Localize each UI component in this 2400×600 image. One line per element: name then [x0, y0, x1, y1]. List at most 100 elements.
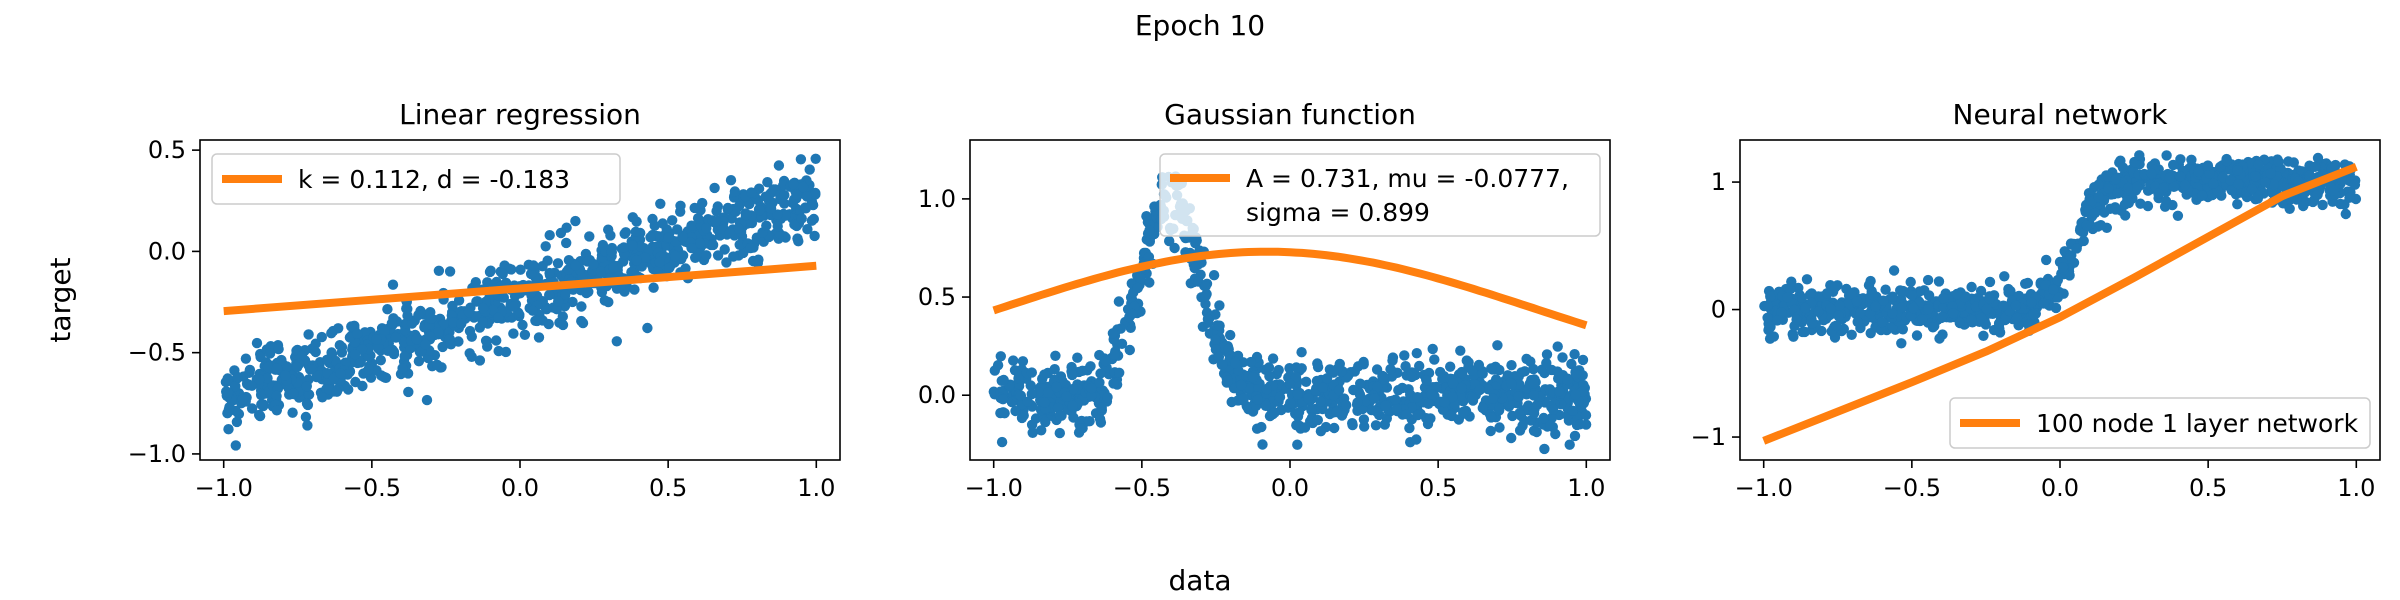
scatter-point — [1550, 428, 1561, 440]
scatter-point — [1306, 404, 1317, 416]
scatter-point — [721, 257, 732, 268]
scatter-point — [402, 303, 413, 315]
scatter-point — [2293, 176, 2304, 187]
scatter-point — [2250, 171, 2261, 182]
scatter-point — [664, 262, 675, 274]
scatter-point — [629, 284, 640, 295]
subplot-title: Gaussian function — [1164, 98, 1416, 131]
scatter-point — [1051, 381, 1062, 393]
scatter-point — [2309, 161, 2321, 172]
scatter-point — [1273, 364, 1284, 376]
scatter-point — [1936, 311, 1948, 323]
scatter-point — [1768, 331, 1779, 342]
scatter-point — [1108, 378, 1119, 389]
scatter-point — [1831, 320, 1842, 331]
scatter-point — [692, 213, 704, 224]
scatter-point — [1317, 382, 1328, 393]
scatter-point — [1107, 328, 1119, 339]
scatter-point — [1877, 316, 1888, 328]
scatter-point — [491, 335, 502, 346]
scatter-point — [1369, 393, 1380, 404]
scatter-point — [1321, 373, 1333, 384]
scatter-point — [1331, 406, 1342, 418]
scatter-point — [810, 153, 821, 164]
scatter-point — [1401, 409, 1412, 420]
scatter-point — [507, 301, 519, 312]
scatter-point — [2312, 189, 2323, 200]
scatter-point — [527, 305, 538, 316]
scatter-point — [655, 198, 666, 209]
scatter-point — [1285, 397, 1296, 409]
scatter-point — [246, 403, 258, 414]
scatter-point — [334, 340, 345, 351]
scatter-point — [1411, 434, 1422, 445]
scatter-point — [780, 210, 791, 221]
scatter-point — [1425, 413, 1436, 424]
scatter-point — [1025, 380, 1036, 391]
scatter-point — [1315, 426, 1327, 437]
scatter-point — [1911, 330, 1923, 341]
scatter-point — [2265, 168, 2276, 179]
scatter-point — [1256, 421, 1267, 433]
scatter-point — [2071, 243, 2082, 254]
scatter-point — [1261, 384, 1272, 395]
scatter-point — [2048, 284, 2059, 295]
scatter-point — [1772, 315, 1783, 326]
scatter-point — [481, 336, 492, 347]
scatter-point — [1260, 400, 1271, 411]
scatter-point — [456, 318, 467, 329]
scatter-point — [793, 236, 804, 247]
scatter-point — [485, 265, 496, 276]
scatter-point — [619, 228, 630, 239]
scatter-point — [300, 411, 312, 423]
scatter-point — [800, 203, 812, 214]
scatter-point — [2196, 190, 2208, 201]
scatter-point — [1951, 288, 1963, 300]
scatter-point — [262, 372, 273, 384]
scatter-point — [251, 337, 263, 349]
scatter-point — [262, 361, 274, 373]
scatter-point — [1455, 345, 1466, 356]
scatter-point — [2160, 196, 2172, 207]
scatter-point — [423, 352, 434, 364]
scatter-point — [1437, 404, 1449, 415]
scatter-point — [301, 381, 312, 392]
scatter-point — [584, 231, 595, 242]
scatter-point — [1214, 320, 1225, 331]
scatter-point — [1506, 360, 1517, 371]
scatter-point — [1238, 393, 1249, 404]
scatter-point — [1027, 427, 1038, 438]
scatter-point — [1387, 355, 1398, 366]
scatter-point — [761, 220, 772, 231]
scatter-point — [1026, 388, 1037, 400]
scatter-point — [1421, 375, 1432, 386]
scatter-point — [2022, 277, 2033, 289]
scatter-point — [2284, 203, 2295, 214]
scatter-point — [1393, 385, 1404, 396]
scatter-point — [997, 394, 1009, 405]
scatter-point — [797, 181, 809, 193]
scatter-point — [2168, 181, 2180, 192]
scatter-point — [1821, 288, 1833, 299]
scatter-point — [1528, 378, 1539, 389]
plot-area — [988, 171, 1592, 455]
scatter-point — [1513, 391, 1524, 402]
scatter-point — [555, 227, 567, 239]
scatter-point — [388, 348, 400, 360]
scatter-point — [1458, 406, 1469, 418]
scatter-point — [359, 327, 371, 338]
scatter-point — [2093, 191, 2104, 203]
scatter-point — [1022, 396, 1033, 407]
scatter-point — [2168, 159, 2179, 171]
scatter-point — [1435, 366, 1446, 378]
scatter-point — [2232, 199, 2243, 210]
fit-line — [223, 261, 817, 316]
scatter-point — [1788, 331, 1799, 342]
scatter-point — [223, 424, 234, 435]
scatter-point — [552, 258, 564, 269]
scatter-point — [537, 261, 548, 272]
scatter-point — [1358, 356, 1369, 368]
scatter-point — [1804, 289, 1816, 300]
scatter-point — [1541, 349, 1553, 360]
scatter-point — [2164, 172, 2175, 184]
